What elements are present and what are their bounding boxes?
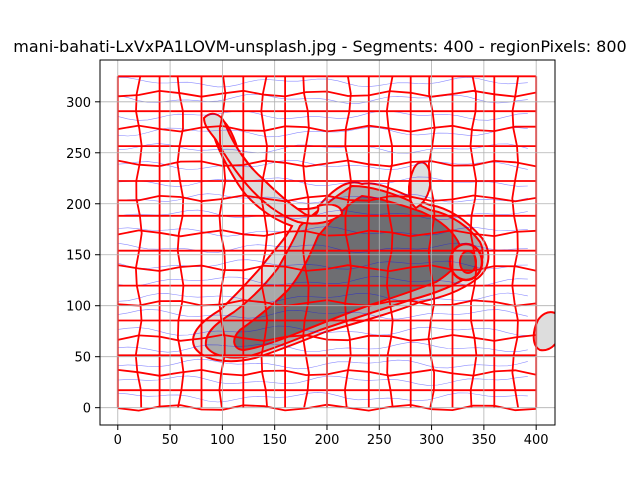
flow-line	[117, 391, 528, 403]
y-tick-label: 250	[66, 147, 91, 162]
flow-line	[117, 127, 528, 138]
flow-line	[117, 110, 528, 121]
x-tick-label: 0	[114, 433, 122, 448]
flow-line	[117, 159, 528, 170]
segment-boundary-col	[260, 76, 269, 408]
flow-line	[117, 226, 528, 237]
flow-line	[117, 275, 528, 287]
edge-fragment	[532, 311, 555, 352]
segment-boundary-col	[511, 76, 520, 408]
flow-line	[117, 76, 528, 88]
segment-boundary-col	[385, 76, 394, 408]
y-tick-label: 50	[74, 351, 91, 366]
chart-title: mani-bahati-LxVxPA1LOVM-unsplash.jpg - S…	[13, 37, 626, 56]
x-tick-label: 100	[210, 433, 235, 448]
flow-line	[117, 292, 528, 303]
segment-boundary-col	[469, 76, 478, 408]
grid-lines	[100, 60, 555, 425]
flow-lines	[117, 76, 528, 403]
flow-line	[117, 358, 528, 370]
shoe-silhouette	[192, 112, 555, 363]
y-axis: 0 50 100 150 200 250 300	[66, 96, 100, 417]
flow-line	[117, 342, 528, 353]
x-tick-label: 400	[524, 433, 549, 448]
flow-line	[117, 242, 528, 253]
y-tick-label: 300	[66, 96, 91, 111]
y-tick-label: 100	[66, 300, 91, 315]
x-tick-label: 50	[162, 433, 179, 448]
y-tick-label: 150	[66, 249, 91, 264]
x-tick-label: 300	[419, 433, 444, 448]
flow-line	[117, 309, 528, 320]
flow-line	[117, 176, 528, 187]
x-tick-label: 250	[367, 433, 392, 448]
segment-boundary-col	[134, 76, 143, 408]
y-tick-label: 200	[66, 198, 91, 213]
x-axis: 0 50 100 150 200 250 300 350 400	[114, 425, 549, 448]
axes-frame	[99, 59, 556, 426]
flow-line	[117, 375, 528, 386]
segmented-image	[116, 75, 555, 412]
x-tick-label: 350	[471, 433, 496, 448]
x-tick-label: 150	[262, 433, 287, 448]
segment-boundary-col	[427, 76, 436, 408]
flow-line	[117, 325, 528, 336]
segment-boundary-col	[343, 76, 352, 408]
segment-boundary-col	[302, 76, 310, 408]
plot-area	[100, 60, 555, 425]
flow-line	[117, 93, 528, 104]
segment-boundary-col	[176, 76, 185, 408]
y-tick-label: 0	[83, 402, 91, 417]
x-tick-label: 200	[315, 433, 340, 448]
